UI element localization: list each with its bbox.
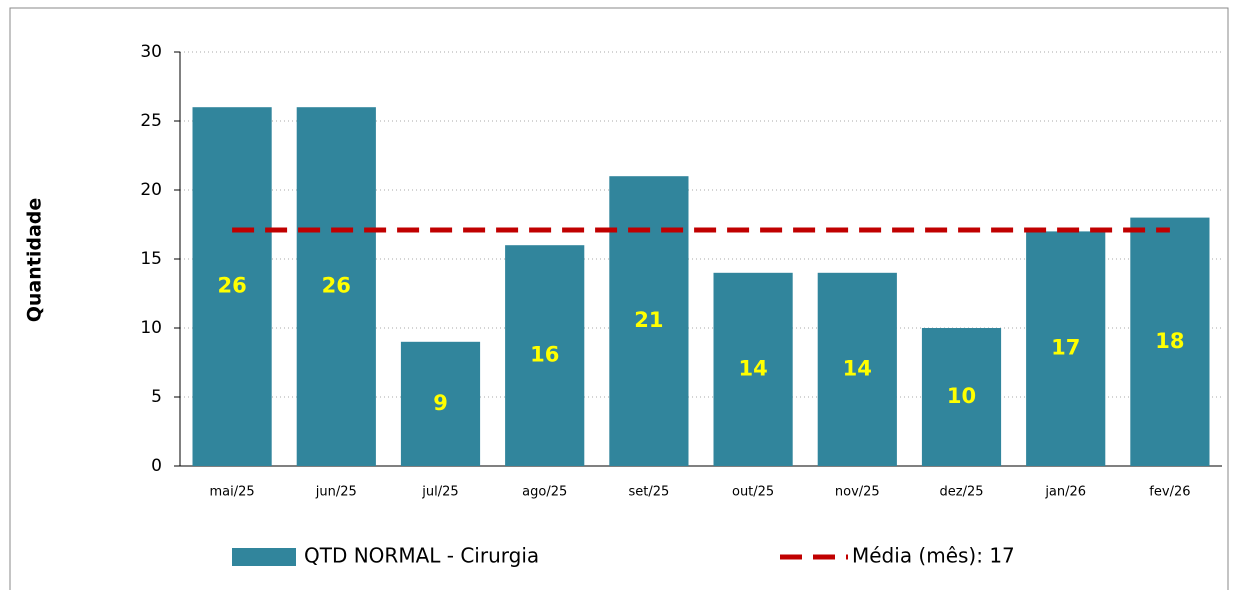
bar (713, 272, 793, 466)
x-tick-label: dez/25 (940, 485, 984, 500)
data-label: 26 (217, 274, 246, 298)
bar (296, 107, 376, 466)
x-tick-label: jan/26 (1044, 485, 1086, 500)
y-tick-label: 5 (151, 387, 162, 407)
x-tick-label: jun/25 (315, 485, 357, 500)
y-tick-label: 10 (140, 318, 162, 338)
y-axis-label: Quantidade (24, 198, 46, 323)
bar (1026, 231, 1106, 466)
data-label: 18 (1155, 329, 1184, 353)
y-tick-label: 15 (140, 249, 162, 269)
x-tick-label: nov/25 (835, 485, 880, 500)
x-tick-label: fev/26 (1149, 485, 1190, 500)
bar (505, 245, 585, 466)
data-label: 9 (433, 391, 448, 415)
y-tick-label: 0 (151, 456, 162, 476)
legend-label: Média (mês): 17 (852, 544, 1015, 568)
data-label: 21 (634, 308, 663, 332)
data-label: 17 (1051, 336, 1080, 360)
x-tick-label: mai/25 (210, 485, 255, 500)
data-label: 26 (322, 274, 351, 298)
bar (817, 272, 897, 466)
x-tick-label: out/25 (732, 485, 774, 500)
x-tick-label: jul/25 (421, 485, 458, 500)
data-label: 10 (947, 384, 976, 408)
bar (609, 176, 689, 466)
data-label: 16 (530, 343, 559, 367)
bar (1130, 217, 1210, 466)
legend-swatch (232, 548, 296, 566)
y-tick-label: 20 (140, 180, 162, 200)
data-label: 14 (738, 356, 767, 380)
y-tick-label: 25 (140, 111, 162, 131)
bar (400, 341, 481, 466)
bar (192, 107, 272, 466)
y-tick-label: 30 (140, 42, 162, 62)
legend-label: QTD NORMAL - Cirurgia (304, 544, 539, 568)
data-label: 14 (843, 356, 872, 380)
x-tick-label: ago/25 (522, 485, 567, 500)
chart-frame (9, 7, 1229, 590)
bar (921, 328, 1002, 466)
x-tick-label: set/25 (629, 485, 670, 500)
